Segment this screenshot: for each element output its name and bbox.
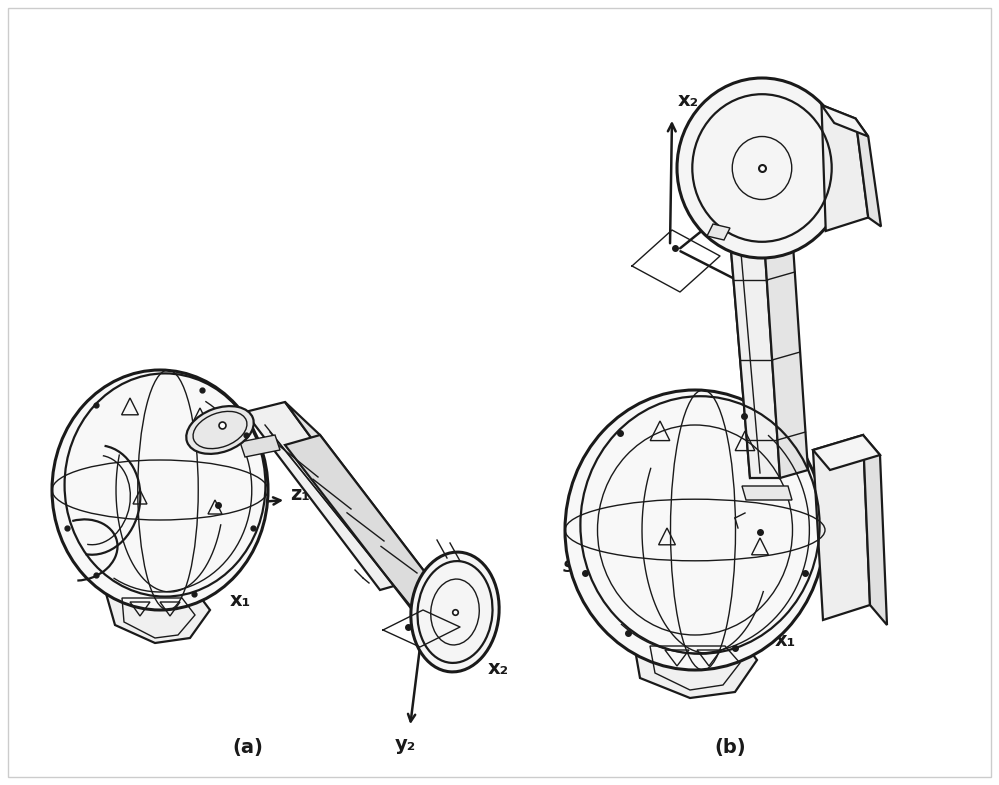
Polygon shape bbox=[760, 170, 808, 478]
Ellipse shape bbox=[565, 390, 825, 670]
Polygon shape bbox=[863, 435, 887, 625]
Ellipse shape bbox=[677, 78, 847, 258]
Ellipse shape bbox=[186, 406, 254, 454]
Polygon shape bbox=[813, 435, 880, 470]
Ellipse shape bbox=[52, 370, 268, 610]
Text: x₂: x₂ bbox=[677, 90, 698, 109]
Text: x₂: x₂ bbox=[488, 659, 508, 678]
Polygon shape bbox=[742, 486, 792, 500]
Text: x₁: x₁ bbox=[230, 590, 251, 609]
Polygon shape bbox=[855, 119, 881, 227]
Text: SᴚÄUBLI: SᴚÄUBLI bbox=[53, 498, 118, 512]
Polygon shape bbox=[285, 435, 450, 620]
Polygon shape bbox=[285, 402, 450, 605]
Polygon shape bbox=[813, 435, 870, 620]
Text: z₁: z₁ bbox=[290, 485, 310, 505]
Polygon shape bbox=[725, 178, 780, 478]
Polygon shape bbox=[240, 435, 280, 457]
Text: y₂: y₂ bbox=[777, 297, 798, 316]
Polygon shape bbox=[821, 105, 868, 137]
Polygon shape bbox=[821, 105, 868, 231]
Text: z₁: z₁ bbox=[840, 513, 860, 531]
Text: (b): (b) bbox=[714, 739, 746, 758]
Polygon shape bbox=[707, 224, 730, 240]
Polygon shape bbox=[105, 590, 210, 643]
Text: (a): (a) bbox=[233, 739, 264, 758]
Polygon shape bbox=[245, 402, 415, 590]
Polygon shape bbox=[633, 638, 757, 698]
Text: SᴚÄUBLI: SᴚÄUBLI bbox=[562, 560, 633, 575]
Text: y₁: y₁ bbox=[654, 514, 675, 534]
Text: y₁: y₁ bbox=[127, 491, 149, 509]
Ellipse shape bbox=[411, 552, 500, 672]
Text: z₂: z₂ bbox=[445, 593, 464, 612]
Text: z₂: z₂ bbox=[755, 166, 775, 185]
Text: y₂: y₂ bbox=[395, 736, 416, 754]
Text: x₁: x₁ bbox=[774, 630, 795, 649]
